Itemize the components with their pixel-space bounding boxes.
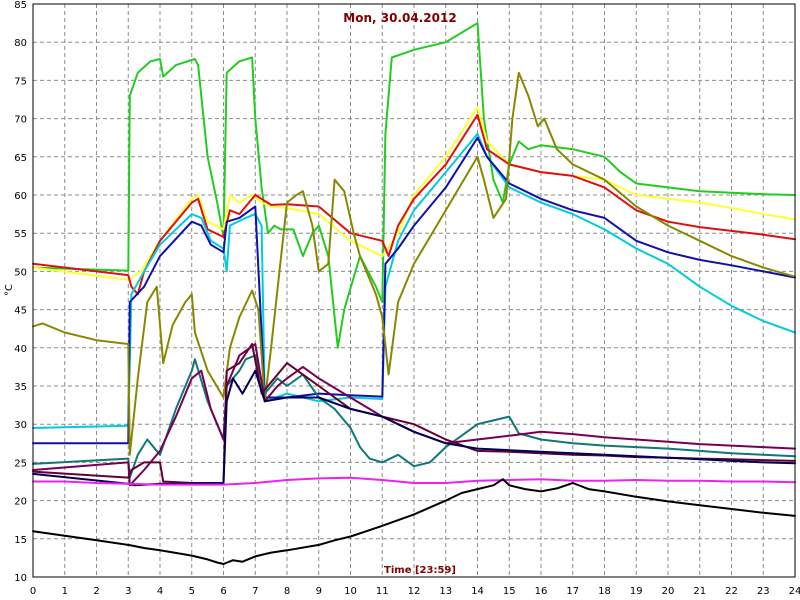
x-tick-label: 12	[408, 586, 421, 597]
x-tick-label: 7	[252, 586, 258, 597]
y-tick-label: 40	[14, 344, 27, 355]
y-tick-label: 15	[14, 535, 27, 546]
y-tick-label: 25	[14, 458, 27, 469]
y-axis-title: °C	[4, 284, 15, 296]
x-tick-label: 3	[125, 586, 131, 597]
x-tick-label: 9	[316, 586, 322, 597]
y-tick-label: 60	[14, 191, 27, 202]
x-tick-label: 4	[157, 586, 163, 597]
x-tick-label: 23	[757, 586, 770, 597]
series-line-6	[32, 71, 796, 456]
series-line-3	[32, 113, 796, 296]
series-line-11	[32, 476, 796, 486]
plot-frame	[32, 3, 796, 578]
x-axis-title: Time [23:59]	[384, 565, 456, 576]
series-line-7	[32, 354, 796, 479]
x-tick-label: 6	[220, 586, 226, 597]
x-tick-label: 18	[598, 586, 611, 597]
x-tick-label: 19	[630, 586, 643, 597]
y-tick-label: 50	[14, 267, 27, 278]
x-tick-label: 5	[189, 586, 195, 597]
y-tick-label: 85	[14, 0, 27, 11]
x-tick-label: 16	[535, 586, 548, 597]
series-line-10	[32, 369, 796, 487]
x-tick-label: 1	[62, 586, 68, 597]
x-tick-label: 8	[284, 586, 290, 597]
x-tick-labels: 0 1 2 3 4 5 6 7 8 9 10 11 12 13 14 15 16 17 18 19 20 21 22 23 24	[30, 586, 800, 597]
x-tick-label: 10	[344, 586, 357, 597]
series-lines	[32, 22, 796, 565]
x-tick-label: 15	[503, 586, 516, 597]
y-tick-label: 65	[14, 153, 27, 164]
x-tick-label: 21	[693, 586, 706, 597]
x-tick-label: 0	[30, 586, 36, 597]
y-tick-label: 10	[14, 573, 27, 584]
series-line-12	[32, 478, 796, 565]
x-tick-label: 11	[376, 586, 389, 597]
y-tick-label: 30	[14, 420, 27, 431]
y-tick-label: 55	[14, 229, 27, 240]
x-tick-label: 14	[471, 586, 484, 597]
series-line-5	[32, 136, 796, 445]
x-tick-label: 24	[789, 586, 800, 597]
y-tick-label: 45	[14, 306, 27, 317]
x-tick-label: 22	[725, 586, 738, 597]
y-tick-label: 20	[14, 497, 27, 508]
series-line-2	[32, 106, 796, 281]
y-tick-labels: 10 15 20 25 30 35 40 45 50 55 60 65 70 75 80 85	[14, 0, 27, 584]
chart-title: Mon, 30.04.2012	[343, 11, 456, 25]
y-tick-label: 75	[14, 76, 27, 87]
x-tick-label: 17	[566, 586, 579, 597]
series-line-8	[32, 343, 796, 487]
y-tick-label: 80	[14, 38, 27, 49]
x-tick-label: 13	[439, 586, 452, 597]
y-tick-label: 70	[14, 115, 27, 126]
y-tick-label: 35	[14, 382, 27, 393]
x-tick-label: 2	[93, 586, 99, 597]
x-tick-label: 20	[662, 586, 675, 597]
